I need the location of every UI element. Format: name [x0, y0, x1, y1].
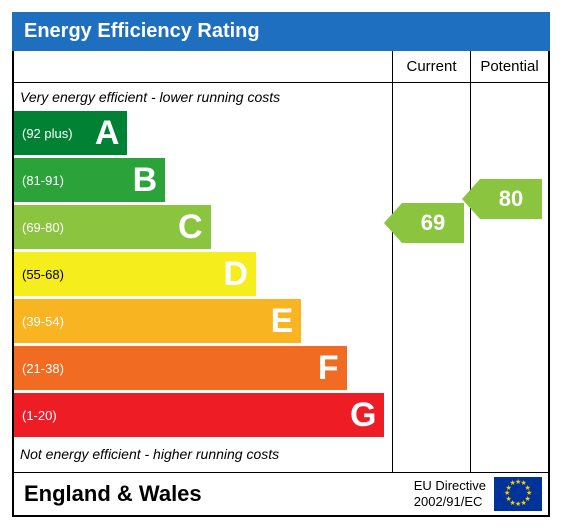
band-a: (92 plus) A — [14, 111, 127, 155]
band-letter: C — [178, 208, 203, 247]
eu-flag-icon: ★★★★★★★★★★★★ — [494, 477, 542, 511]
band-range: (81-91) — [22, 173, 64, 188]
note-bottom: Not energy efficient - higher running co… — [14, 440, 392, 466]
band-range: (69-80) — [22, 220, 64, 235]
eu-flag-container: ★★★★★★★★★★★★ — [494, 473, 548, 515]
band-letter: A — [95, 114, 120, 153]
band-letter: F — [318, 349, 339, 388]
band-g: (1-20) G — [14, 393, 384, 437]
chart-title: Energy Efficiency Rating — [12, 12, 550, 51]
footer-row: England & Wales EU Directive 2002/91/EC … — [14, 472, 548, 515]
band-letter: D — [223, 255, 248, 294]
band-c: (69-80) C — [14, 205, 211, 249]
band-f: (21-38) F — [14, 346, 347, 390]
current-marker-value: 69 — [402, 203, 464, 243]
band-b: (81-91) B — [14, 158, 165, 202]
directive-line2: 2002/91/EC — [414, 494, 486, 510]
chart-frame: Current Potential Very energy efficient … — [12, 51, 550, 517]
epc-chart: Energy Efficiency Rating Current Potenti… — [12, 12, 550, 517]
current-marker: 69 — [402, 203, 464, 243]
directive-line1: EU Directive — [414, 478, 486, 494]
potential-column: 80 — [470, 83, 548, 472]
bands-column: Very energy efficient - lower running co… — [14, 83, 392, 472]
header-row: Current Potential — [14, 51, 548, 83]
band-range: (21-38) — [22, 361, 64, 376]
band-range: (39-54) — [22, 314, 64, 329]
footer-region: England & Wales — [14, 475, 406, 513]
band-range: (92 plus) — [22, 126, 73, 141]
header-spacer — [14, 51, 392, 83]
potential-marker-value: 80 — [480, 179, 542, 219]
band-letter: B — [133, 161, 158, 200]
band-e: (39-54) E — [14, 299, 301, 343]
bands-container: (92 plus) A (81-91) B (69-80) C (55-68) D (39-54… — [14, 111, 392, 437]
band-range: (55-68) — [22, 267, 64, 282]
content-row: Very energy efficient - lower running co… — [14, 83, 548, 472]
potential-marker: 80 — [480, 179, 542, 219]
column-potential-header: Potential — [470, 51, 548, 83]
footer-directive: EU Directive 2002/91/EC — [406, 474, 494, 513]
column-current-header: Current — [392, 51, 470, 83]
band-letter: E — [271, 302, 294, 341]
band-d: (55-68) D — [14, 252, 256, 296]
note-top: Very energy efficient - lower running co… — [14, 89, 392, 111]
band-range: (1-20) — [22, 408, 57, 423]
band-letter: G — [350, 396, 376, 435]
current-column: 69 — [392, 83, 470, 472]
